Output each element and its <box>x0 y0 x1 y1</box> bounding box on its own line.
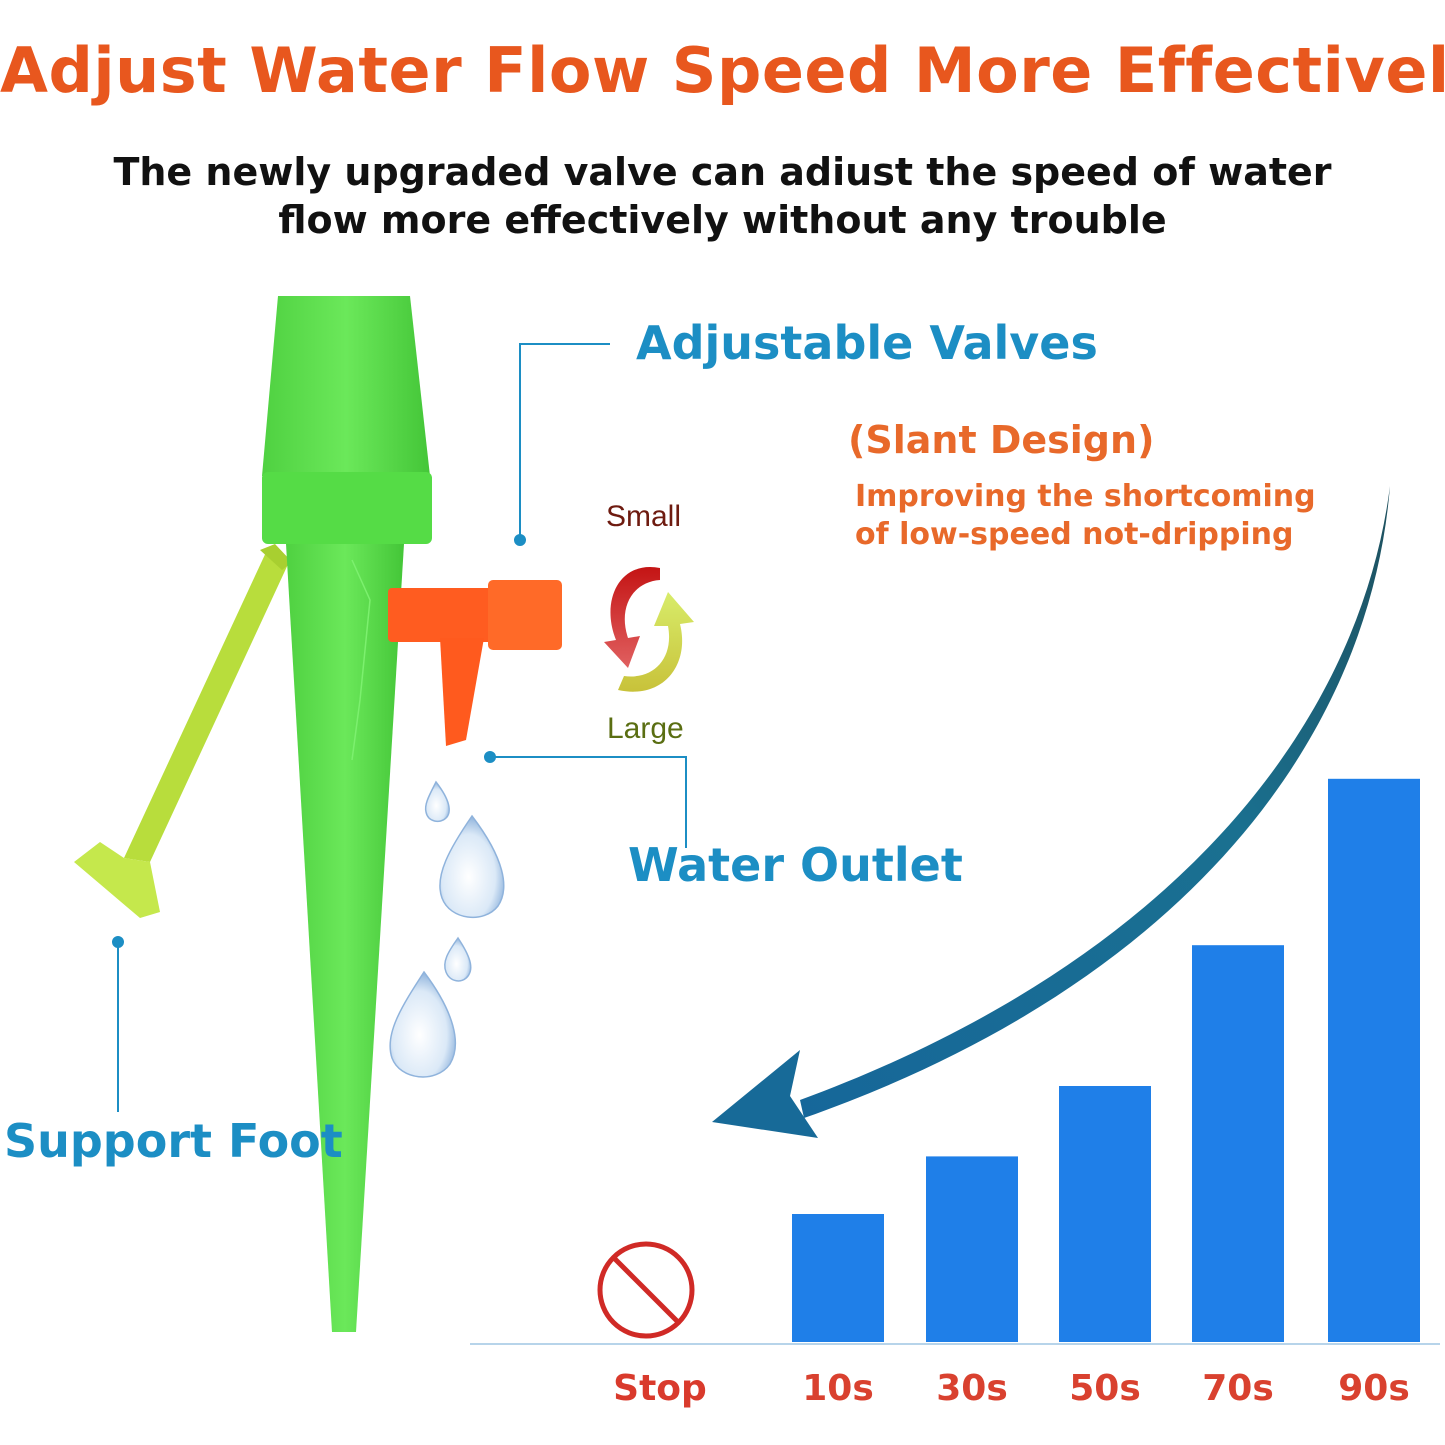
valve <box>388 580 562 746</box>
subtitle-line-2: flow more effectively without any troubl… <box>278 198 1167 242</box>
slant-line-1: Improving the shortcoming <box>855 479 1316 514</box>
bar-10s <box>792 1214 884 1342</box>
callout-water-outlet: Water Outlet <box>628 838 963 892</box>
chart-bars <box>792 778 1420 1342</box>
no-entry-icon <box>597 1241 695 1339</box>
page-subtitle: The newly upgraded valve can adiust the … <box>0 148 1445 244</box>
curved-arrow-icon <box>712 486 1390 1138</box>
leader-lines <box>112 343 687 1112</box>
water-drop-icon <box>389 970 457 1078</box>
x-label-70s: 70s <box>1202 1368 1274 1409</box>
x-label-30s: 30s <box>936 1368 1008 1409</box>
slant-design-description: Improving the shortcoming of low-speed n… <box>855 478 1316 554</box>
water-drops <box>389 780 505 1078</box>
rotate-arrows-icon <box>604 566 694 692</box>
callout-support-foot: Support Foot <box>4 1114 343 1168</box>
x-label-50s: 50s <box>1069 1368 1141 1409</box>
direction-large-label: Large <box>607 712 684 745</box>
water-drop-icon <box>444 936 472 982</box>
bar-30s <box>926 1156 1018 1342</box>
water-drop-icon <box>439 814 505 919</box>
x-label-Stop: Stop <box>613 1368 707 1409</box>
page-headline: Adjust Water Flow Speed More Effectively <box>0 34 1445 107</box>
bar-50s <box>1059 1086 1151 1342</box>
x-label-90s: 90s <box>1338 1368 1410 1409</box>
direction-small-label: Small <box>606 500 682 533</box>
bar-90s <box>1328 778 1420 1342</box>
support-foot <box>74 544 292 918</box>
slant-line-2: of low-speed not-dripping <box>855 517 1294 552</box>
callout-adjustable-valves: Adjustable Valves <box>636 316 1098 370</box>
subtitle-line-1: The newly upgraded valve can adiust the … <box>113 150 1332 194</box>
drip-spike <box>262 296 432 1332</box>
x-label-10s: 10s <box>802 1368 874 1409</box>
slant-design-title: (Slant Design) <box>848 418 1155 462</box>
water-drop-icon <box>424 780 450 823</box>
bar-70s <box>1192 945 1284 1342</box>
